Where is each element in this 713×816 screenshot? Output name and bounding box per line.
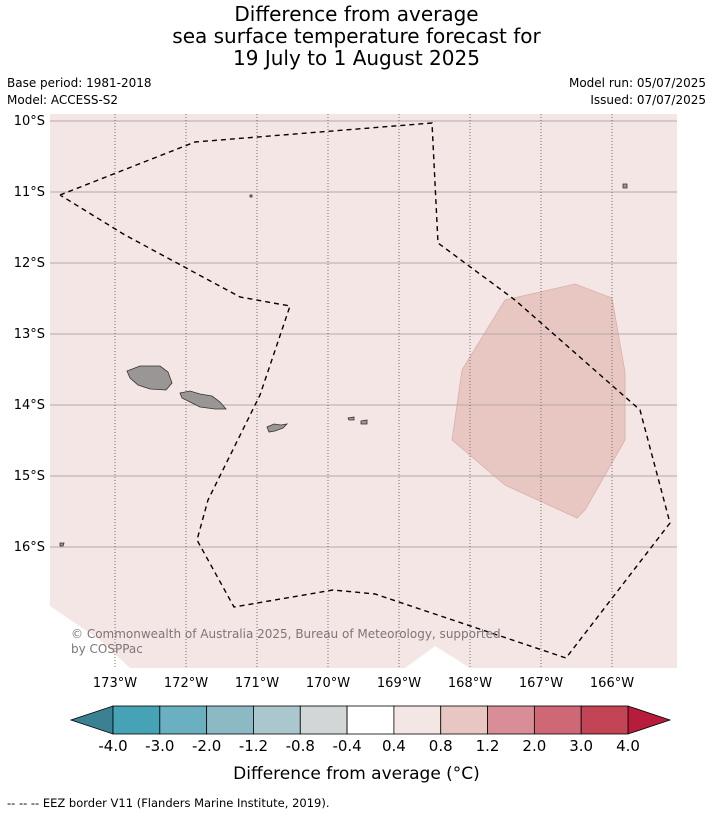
lon-label-170w: 170°W: [306, 676, 350, 691]
colorbar-tick-label: -1.2: [239, 737, 268, 755]
colorbar: [69, 705, 672, 735]
lat-label-15s: 15°S: [14, 469, 45, 484]
title-line-3: 19 July to 1 August 2025: [233, 46, 480, 70]
island-swains: [249, 194, 253, 198]
colorbar-tick-label: 0.4: [382, 737, 406, 755]
lat-label-14s: 14°S: [14, 398, 45, 413]
colorbar-tick-label: 3.0: [569, 737, 593, 755]
title-line-2: sea surface temperature forecast for: [172, 24, 541, 48]
colorbar-tick-label: 0.8: [429, 737, 453, 755]
colorbar-low-extend: [69, 705, 114, 735]
colorbar-segment: [487, 705, 535, 735]
lat-label-12s: 12°S: [14, 256, 45, 271]
colorbar-segment: [159, 705, 208, 735]
colorbar-segment: [440, 705, 488, 735]
eez-legend: -- -- -- EEZ border V11 (Flanders Marine…: [7, 796, 330, 810]
colorbar-tick-label: -2.0: [192, 737, 221, 755]
lat-label-10s: 10°S: [14, 114, 45, 129]
lon-gridlines: [114, 114, 613, 668]
colorbar-tick-label: 1.2: [476, 737, 500, 755]
copyright-line-1: © Commonwealth of Australia 2025, Bureau…: [71, 627, 501, 641]
no-data-area-west: [50, 606, 130, 668]
lat-label-11s: 11°S: [14, 185, 45, 200]
colorbar-label: Difference from average (°C): [233, 764, 480, 784]
no-data-area-south: [405, 646, 470, 668]
colorbar-segment: [580, 705, 629, 735]
colorbar-tick-labels: -4.0 -3.0 -2.0 -1.2 -0.8 -0.4 0.4 0.8 1.2 2.0 3.0 4…: [98, 737, 640, 755]
map-canvas: © Commonwealth of Australia 2025, Bureau…: [14, 114, 677, 755]
colorbar-tick-label: -3.0: [145, 737, 174, 755]
colorbar-segment: [253, 705, 301, 735]
lon-label-168w: 168°W: [448, 676, 492, 691]
lon-label-166w: 166°W: [590, 676, 634, 691]
lat-label-13s: 13°S: [14, 327, 45, 342]
lat-label-16s: 16°S: [14, 540, 45, 555]
colorbar-segment: [299, 705, 348, 735]
copyright-line-2: by COSPPac: [71, 642, 143, 656]
base-period: Base period: 1981-2018: [7, 76, 152, 90]
island-south-west: [59, 542, 65, 547]
island-ofu: [347, 416, 355, 421]
title-line-1: Difference from average: [234, 2, 479, 26]
island-north-east: [622, 183, 628, 189]
colorbar-segment: [346, 705, 395, 735]
island-tutuila: [266, 423, 289, 433]
colorbar-segment: [533, 705, 582, 735]
colorbar-tick-label: -0.8: [286, 737, 315, 755]
lon-label-167w: 167°W: [519, 676, 563, 691]
colorbar-high-extend: [627, 705, 672, 735]
colorbar-segment: [206, 705, 254, 735]
island-tau: [360, 419, 368, 425]
colorbar-segment: [393, 705, 442, 735]
colorbar-tick-label: 4.0: [616, 737, 640, 755]
lon-label-172w: 172°W: [164, 676, 208, 691]
colorbar-segment: [112, 705, 161, 735]
issued-date: Issued: 07/07/2025: [590, 93, 706, 107]
colorbar-tick-label: 2.0: [522, 737, 546, 755]
lon-label-171w: 171°W: [235, 676, 279, 691]
model-run: Model run: 05/07/2025: [568, 76, 706, 90]
lat-labels: 10°S 11°S 12°S 13°S 14°S 15°S 16°S: [14, 114, 45, 555]
model-name: Model: ACCESS-S2: [7, 93, 119, 107]
lon-labels: 173°W 172°W 171°W 170°W 169°W 168°W 167°…: [93, 676, 634, 691]
islands: [59, 183, 628, 547]
colorbar-tick-label: -0.4: [332, 737, 361, 755]
colorbar-tick-label: -4.0: [98, 737, 127, 755]
lon-label-173w: 173°W: [93, 676, 137, 691]
sst-anomaly-patch: [451, 283, 626, 519]
lon-label-169w: 169°W: [377, 676, 421, 691]
island-savaii: [126, 365, 173, 391]
island-upolu: [179, 390, 227, 410]
lat-gridlines: [50, 120, 677, 548]
